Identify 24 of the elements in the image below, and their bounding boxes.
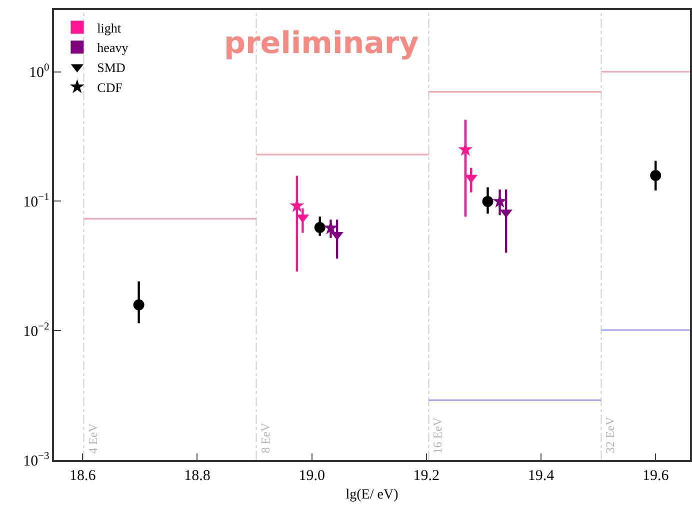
x-tick-label: 18.6 xyxy=(70,468,96,484)
legend-label: light xyxy=(97,20,122,36)
ref-line-label: 16 EeV xyxy=(430,417,445,454)
x-tick-label: 19.4 xyxy=(528,468,555,484)
y-tick-label: 10$^{0}$ xyxy=(29,62,50,81)
legend-label: SMD xyxy=(97,60,126,76)
point xyxy=(133,299,144,310)
legend-label: CDF xyxy=(97,80,122,95)
point xyxy=(314,222,326,233)
ref-line-label: 8 EeV xyxy=(258,422,272,454)
x-axis-title: lg(E/ eV) xyxy=(346,488,399,503)
x-tick-label: 19.6 xyxy=(642,468,670,484)
y-tick-label: 10$^{−2}$ xyxy=(23,322,50,340)
x-tick-label: 19.2 xyxy=(413,468,440,484)
x-tick-label: 19.0 xyxy=(298,468,325,484)
legend-label: heavy xyxy=(97,40,129,56)
y-tick-label: 10$^{−3}$ xyxy=(23,450,50,470)
ref-line-label: 32 EeV xyxy=(603,416,618,454)
point xyxy=(482,196,494,207)
y-tick-label: 10$^{−1}$ xyxy=(23,192,50,210)
x-tick-label: 18.8 xyxy=(184,468,210,484)
annotation: preliminary xyxy=(224,26,420,61)
ref-line-label: 4 EeV xyxy=(86,423,100,454)
point xyxy=(650,170,662,181)
